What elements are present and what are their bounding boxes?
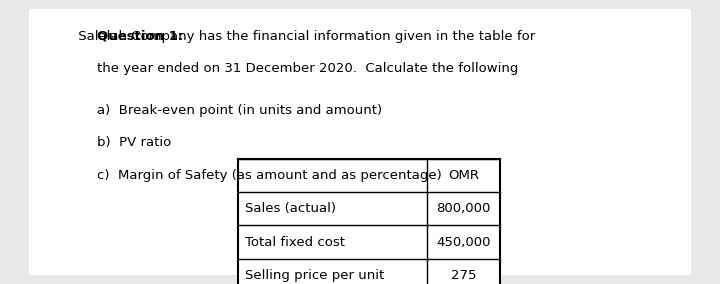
Text: Salalah Company has the financial information given in the table for: Salalah Company has the financial inform… (73, 30, 535, 43)
Text: Question 1:: Question 1: (97, 30, 184, 43)
Text: Total fixed cost: Total fixed cost (245, 236, 345, 248)
Text: 275: 275 (451, 269, 477, 282)
Text: 450,000: 450,000 (436, 236, 491, 248)
Text: the year ended on 31 December 2020.  Calculate the following: the year ended on 31 December 2020. Calc… (97, 62, 518, 76)
Text: a)  Break-even point (in units and amount): a) Break-even point (in units and amount… (97, 104, 382, 117)
Bar (238, 159, 500, 284)
Text: Selling price per unit: Selling price per unit (245, 269, 384, 282)
Text: b)  PV ratio: b) PV ratio (97, 136, 171, 149)
Text: 800,000: 800,000 (436, 202, 491, 215)
Bar (238, 159, 500, 284)
Text: c)  Margin of Safety (as amount and as percentage): c) Margin of Safety (as amount and as pe… (97, 169, 442, 182)
Text: OMR: OMR (448, 169, 479, 182)
Text: Sales (actual): Sales (actual) (245, 202, 336, 215)
FancyBboxPatch shape (29, 9, 691, 275)
